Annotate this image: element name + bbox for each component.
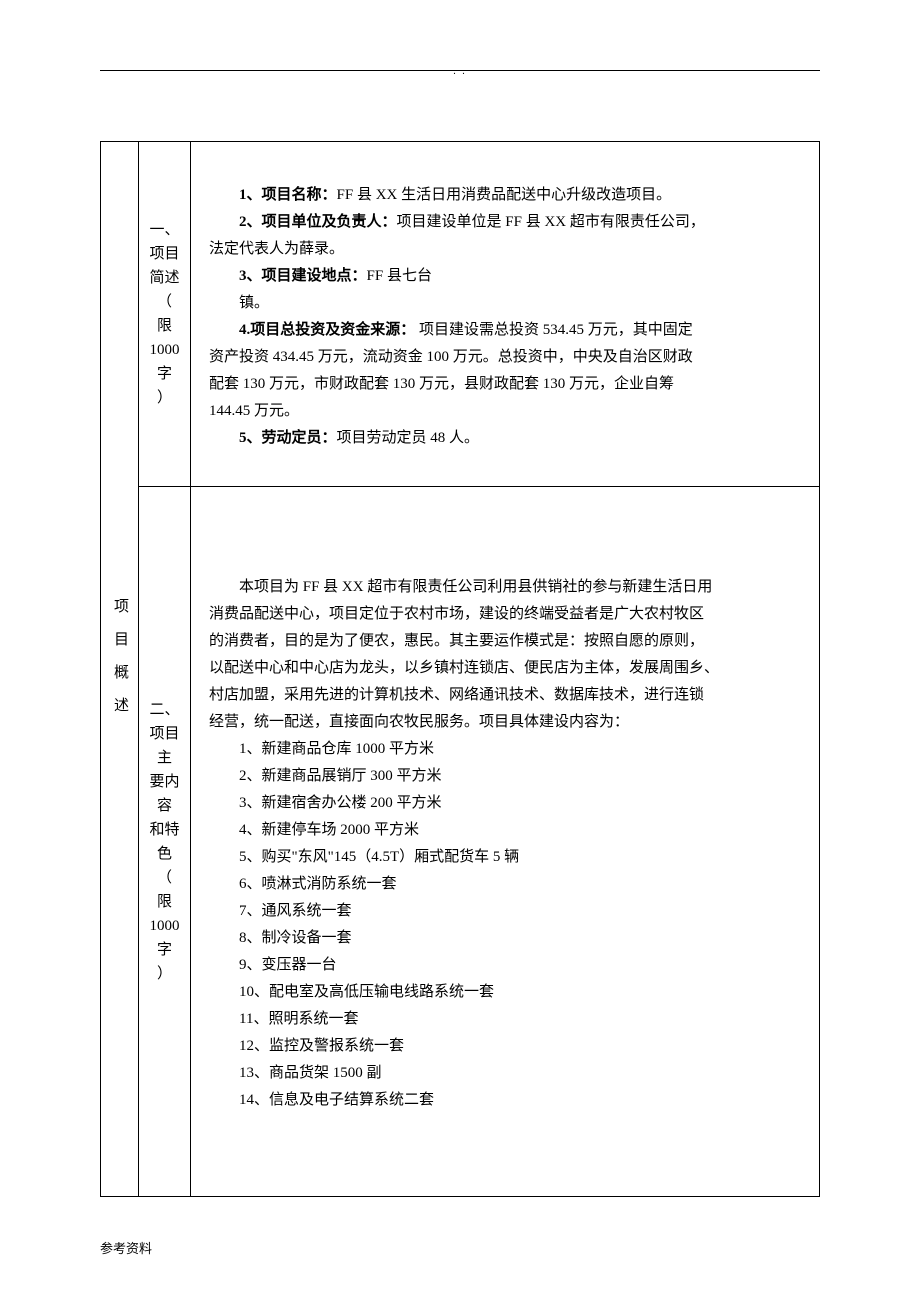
section2-list-1: 2、新建商品展销厅 300 平方米 — [209, 763, 801, 790]
section2-subheader-l8: ） — [143, 962, 186, 986]
section2-intro-p5: 村店加盟，采用先进的计算机技术、网络通讯技术、数据库技术，进行连锁 — [209, 682, 801, 709]
section1-item1: 1、项目名称：FF 县 XX 生活日用消费品配送中心升级改造项目。 — [209, 182, 801, 209]
section2-intro-p2: 消费品配送中心，项目定位于农村市场，建设的终端受益者是广大农村牧区 — [209, 601, 801, 628]
section2-subheader-l6: 1000 — [143, 914, 186, 938]
section2-subheader-l0: 二、 — [143, 698, 186, 722]
section2-list-10: 11、照明系统一套 — [209, 1006, 801, 1033]
section2-subheader-l1: 项目主 — [143, 722, 186, 770]
section2-subheader-l7: 字 — [143, 938, 186, 962]
section2-list-9: 10、配电室及高低压输电线路系统一套 — [209, 979, 801, 1006]
section2-list-5: 6、喷淋式消防系统一套 — [209, 871, 801, 898]
section1-subheader-cell: 一、 项目 简述 （ 限 1000 字 ） — [139, 142, 191, 487]
section2-subheader-l2: 要内容 — [143, 770, 186, 818]
project-overview-table: 项目概述 一、 项目 简述 （ 限 1000 字 ） 1、项目名称：FF 县 X… — [100, 141, 820, 1197]
section2-list-12: 13、商品货架 1500 副 — [209, 1060, 801, 1087]
section2-list-11: 12、监控及警报系统一套 — [209, 1033, 801, 1060]
section2-intro-p4: 以配送中心和中心店为龙头，以乡镇村连锁店、便民店为主体，发展周围乡、 — [209, 655, 801, 682]
section2-content: 本项目为 FF 县 XX 超市有限责任公司利用县供销社的参与新建生活日用 消费品… — [209, 569, 801, 1114]
section1-item4-cont3: 144.45 万元。 — [209, 398, 801, 425]
section2-subheader-l4: （ — [143, 866, 186, 890]
section1-item2-cont: 法定代表人为薛录。 — [209, 236, 801, 263]
section1-item4-cont2: 配套 130 万元，市财政配套 130 万元，县财政配套 130 万元，企业自筹 — [209, 371, 801, 398]
header-rule — [100, 70, 820, 71]
section1-subheader-l4: 限 — [143, 314, 186, 338]
section2-subheader-l5: 限 — [143, 890, 186, 914]
section2-list-7: 8、制冷设备一套 — [209, 925, 801, 952]
section1-subheader-l2: 简述 — [143, 266, 186, 290]
section2-intro-p1: 本项目为 FF 县 XX 超市有限责任公司利用县供销社的参与新建生活日用 — [209, 574, 801, 601]
section1-content: 1、项目名称：FF 县 XX 生活日用消费品配送中心升级改造项目。 2、项目单位… — [209, 177, 801, 452]
row-label-text: 项目概述 — [106, 598, 133, 730]
section1-subheader-l5: 1000 — [143, 338, 186, 362]
section2-intro-p3: 的消费者，目的是为了便农，惠民。其主要运作模式是：按照自愿的原则， — [209, 628, 801, 655]
section1-item4: 4.项目总投资及资金来源： 项目建设需总投资 534.45 万元，其中固定 — [209, 317, 801, 344]
section1-subheader-l0: 一、 — [143, 218, 186, 242]
section1-item3-cont: 镇。 — [209, 290, 801, 317]
section1-item3: 3、项目建设地点：FF 县七台 — [209, 263, 801, 290]
section2-list-4: 5、购买"东风"145（4.5T）厢式配货车 5 辆 — [209, 844, 801, 871]
section1-subheader-l6: 字 — [143, 362, 186, 386]
section1-subheader-l1: 项目 — [143, 242, 186, 266]
section2-list-8: 9、变压器一台 — [209, 952, 801, 979]
section1-item4-cont1: 资产投资 434.45 万元，流动资金 100 万元。总投资中，中央及自治区财政 — [209, 344, 801, 371]
section2-list-0: 1、新建商品仓库 1000 平方米 — [209, 736, 801, 763]
header-dots: . . — [100, 63, 820, 81]
section1-item5: 5、劳动定员：项目劳动定员 48 人。 — [209, 425, 801, 452]
row-label-vertical: 项目概述 — [101, 142, 139, 1197]
footer-text: 参考资料 — [100, 1237, 820, 1260]
section1-subheader-l7: ） — [143, 386, 186, 410]
section2-subheader-cell: 二、 项目主 要内容 和特色 （ 限 1000 字 ） — [139, 487, 191, 1197]
section1-content-cell: 1、项目名称：FF 县 XX 生活日用消费品配送中心升级改造项目。 2、项目单位… — [191, 142, 820, 487]
section1-item2: 2、项目单位及负责人：项目建设单位是 FF 县 XX 超市有限责任公司， — [209, 209, 801, 236]
section2-list-2: 3、新建宿舍办公楼 200 平方米 — [209, 790, 801, 817]
section2-list-3: 4、新建停车场 2000 平方米 — [209, 817, 801, 844]
section2-list-13: 14、信息及电子结算系统二套 — [209, 1087, 801, 1114]
section1-subheader-l3: （ — [143, 290, 186, 314]
section2-list-6: 7、通风系统一套 — [209, 898, 801, 925]
section2-intro-p6: 经营，统一配送，直接面向农牧民服务。项目具体建设内容为： — [209, 709, 801, 736]
section2-subheader-l3: 和特色 — [143, 818, 186, 866]
section2-content-cell: 本项目为 FF 县 XX 超市有限责任公司利用县供销社的参与新建生活日用 消费品… — [191, 487, 820, 1197]
